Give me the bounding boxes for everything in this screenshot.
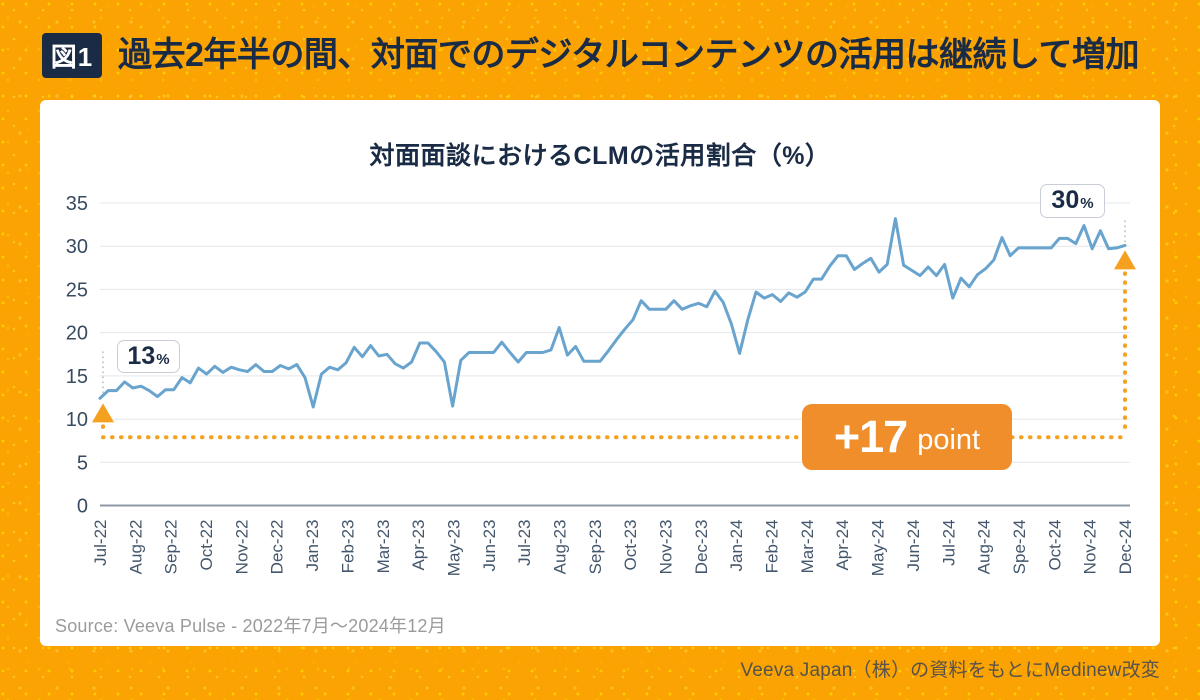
svg-text:Jul-22: Jul-22 — [91, 520, 110, 566]
svg-text:Sep-22: Sep-22 — [162, 520, 181, 575]
source-note: Source: Veeva Pulse - 2022年7月～2024年12月 — [55, 616, 446, 636]
y-axis-labels: 0 5 10 15 20 25 30 35 — [66, 193, 88, 518]
svg-text:Aug-22: Aug-22 — [126, 520, 145, 575]
svg-text:Oct-22: Oct-22 — [197, 520, 216, 571]
chart-canvas: 0 5 10 15 20 25 30 35 Jul-22 Aug-22 Sep-22 Oct-22 No… — [66, 193, 1136, 576]
svg-text:Jan-23: Jan-23 — [303, 520, 322, 572]
svg-text:Aug-24: Aug-24 — [975, 520, 994, 575]
svg-text:Oct-24: Oct-24 — [1045, 519, 1064, 570]
clm-usage-line — [98, 217, 1127, 409]
svg-text:Sep-23: Sep-23 — [586, 520, 605, 575]
delta-value: +17 — [833, 411, 908, 462]
svg-text:Mar-24: Mar-24 — [798, 520, 817, 574]
svg-text:Jun-24: Jun-24 — [904, 520, 923, 572]
delta-unit: point — [917, 423, 981, 456]
svg-text:Mar-23: Mar-23 — [374, 520, 393, 574]
chart-title: 対面面談におけるCLMの活用割合（%） — [369, 142, 831, 170]
svg-text:Oct-23: Oct-23 — [621, 520, 640, 571]
attribution-note: Veeva Japan（株）の資料をもとにMedinew改変 — [740, 660, 1160, 681]
svg-text:Dec-24: Dec-24 — [1116, 520, 1135, 575]
svg-text:25: 25 — [66, 279, 88, 301]
svg-text:Feb-24: Feb-24 — [763, 520, 782, 574]
start-value-callout: 13% — [117, 340, 180, 373]
svg-text:5: 5 — [77, 452, 88, 474]
svg-text:May-24: May-24 — [869, 520, 888, 577]
end-value-callout: 30% — [1040, 184, 1105, 218]
gridlines — [100, 202, 1130, 507]
svg-text:Spe-24: Spe-24 — [1010, 520, 1029, 575]
svg-text:Dec-23: Dec-23 — [692, 520, 711, 575]
svg-text:Nov-22: Nov-22 — [232, 520, 251, 575]
start-unit: % — [156, 351, 170, 368]
svg-text:Nov-23: Nov-23 — [657, 520, 676, 575]
end-value: 30 — [1051, 186, 1080, 214]
svg-text:30: 30 — [66, 236, 88, 258]
svg-text:Jan-24: Jan-24 — [727, 520, 746, 572]
page-title: 過去2年半の間、対面でのデジタルコンテンツの活用は継続して増加 — [118, 36, 1140, 74]
clm-usage-line-chart: 0 5 10 15 20 25 30 35 Jul-22 Aug-22 Sep-22 Oct-22 No… — [40, 180, 1160, 600]
chart-card: 対面面談におけるCLMの活用割合（%） 0 5 10 15 20 25 30 35 Jul-22… — [40, 100, 1160, 646]
svg-text:Dec-22: Dec-22 — [268, 520, 287, 575]
svg-text:15: 15 — [66, 366, 88, 388]
svg-text:20: 20 — [66, 323, 88, 345]
delta-badge: +17 point — [802, 404, 1012, 470]
figure-number-badge: 図1 — [42, 33, 102, 78]
annotation-guides — [92, 220, 1136, 440]
svg-text:10: 10 — [66, 409, 88, 431]
svg-text:May-23: May-23 — [444, 520, 463, 577]
svg-text:Apr-24: Apr-24 — [833, 520, 852, 571]
svg-text:0: 0 — [77, 496, 88, 518]
end-unit: % — [1080, 195, 1094, 212]
svg-text:Nov-24: Nov-24 — [1081, 520, 1100, 575]
svg-text:Feb-23: Feb-23 — [338, 520, 357, 574]
start-value: 13 — [127, 342, 156, 370]
svg-text:Jul-23: Jul-23 — [515, 520, 534, 566]
svg-text:Jun-23: Jun-23 — [480, 520, 499, 572]
svg-text:Jul-24: Jul-24 — [939, 520, 958, 566]
x-axis-labels: Jul-22 Aug-22 Sep-22 Oct-22 Nov-22 Dec-22 Jan-… — [91, 519, 1135, 576]
svg-text:Aug-23: Aug-23 — [550, 520, 569, 575]
svg-text:Apr-23: Apr-23 — [409, 520, 428, 571]
svg-text:35: 35 — [66, 193, 88, 215]
